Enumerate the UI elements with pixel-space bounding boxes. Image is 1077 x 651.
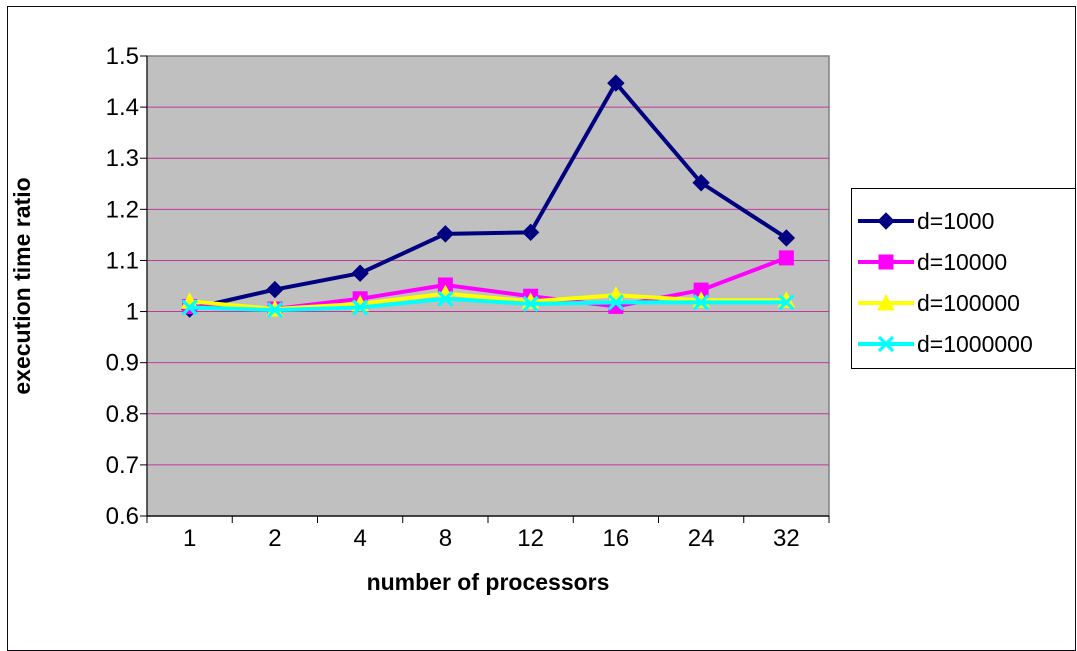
data-point bbox=[778, 294, 795, 311]
legend-label: d=10000 bbox=[917, 249, 1007, 275]
y-tick-label: 1.1 bbox=[106, 247, 139, 274]
data-point bbox=[692, 294, 710, 311]
legend-marker bbox=[877, 335, 895, 353]
y-tick-label: 0.9 bbox=[106, 350, 139, 377]
plot-area bbox=[146, 55, 830, 517]
x-tick-label: 12 bbox=[517, 525, 544, 552]
series-d=1000000 bbox=[181, 290, 795, 319]
data-point bbox=[522, 295, 539, 313]
legend: d=1000 d=10000 d=100000 d=1000000 bbox=[851, 188, 1076, 369]
x-tick-label: 8 bbox=[439, 525, 452, 552]
data-point bbox=[521, 223, 540, 242]
data-point bbox=[266, 301, 284, 319]
y-axis-title: execution time ratio bbox=[9, 177, 35, 394]
x-tick-label: 32 bbox=[773, 525, 800, 552]
x-tick-label: 16 bbox=[603, 525, 630, 552]
x-axis-title: number of processors bbox=[367, 569, 610, 595]
y-tick-label: 1.5 bbox=[106, 43, 139, 70]
data-point bbox=[607, 294, 625, 311]
data-point bbox=[692, 174, 710, 192]
legend-label: d=100000 bbox=[917, 290, 1020, 316]
data-point bbox=[181, 299, 198, 316]
legend-marker bbox=[877, 212, 895, 230]
x-tick-label: 24 bbox=[688, 525, 715, 552]
data-point bbox=[437, 290, 454, 307]
data-point bbox=[778, 250, 794, 266]
series-line bbox=[189, 296, 787, 313]
y-tick-label: 1.4 bbox=[106, 94, 139, 121]
series-line bbox=[189, 81, 788, 311]
legend-label: d=1000000 bbox=[917, 331, 1033, 357]
x-tick-label: 4 bbox=[353, 525, 366, 552]
y-tick-label: 1.3 bbox=[106, 145, 139, 172]
data-point bbox=[436, 225, 455, 243]
legend-marker bbox=[878, 254, 894, 270]
data-point bbox=[351, 264, 369, 282]
x-tick-label: 2 bbox=[268, 525, 281, 552]
y-tick-label: 1 bbox=[126, 299, 139, 326]
y-tick-label: 0.6 bbox=[106, 503, 139, 530]
legend-label: d=1000 bbox=[917, 208, 994, 234]
data-point bbox=[351, 299, 369, 316]
data-point bbox=[777, 229, 796, 247]
y-axis: 0.6 0.7 0.8 0.9 1 1.1 1.2 1.3 1.4 1.5 bbox=[106, 43, 148, 530]
y-tick-label: 0.7 bbox=[106, 452, 139, 479]
data-point bbox=[607, 74, 625, 92]
data-point bbox=[266, 280, 284, 299]
y-tick-label: 1.2 bbox=[106, 196, 139, 223]
y-tick-label: 0.8 bbox=[106, 401, 139, 428]
legend-marker bbox=[877, 293, 895, 311]
x-axis: 1 2 4 8 12 16 24 32 bbox=[146, 515, 830, 552]
series-layer bbox=[180, 74, 796, 319]
grid-lines bbox=[147, 106, 829, 466]
x-tick-label: 1 bbox=[183, 525, 196, 552]
